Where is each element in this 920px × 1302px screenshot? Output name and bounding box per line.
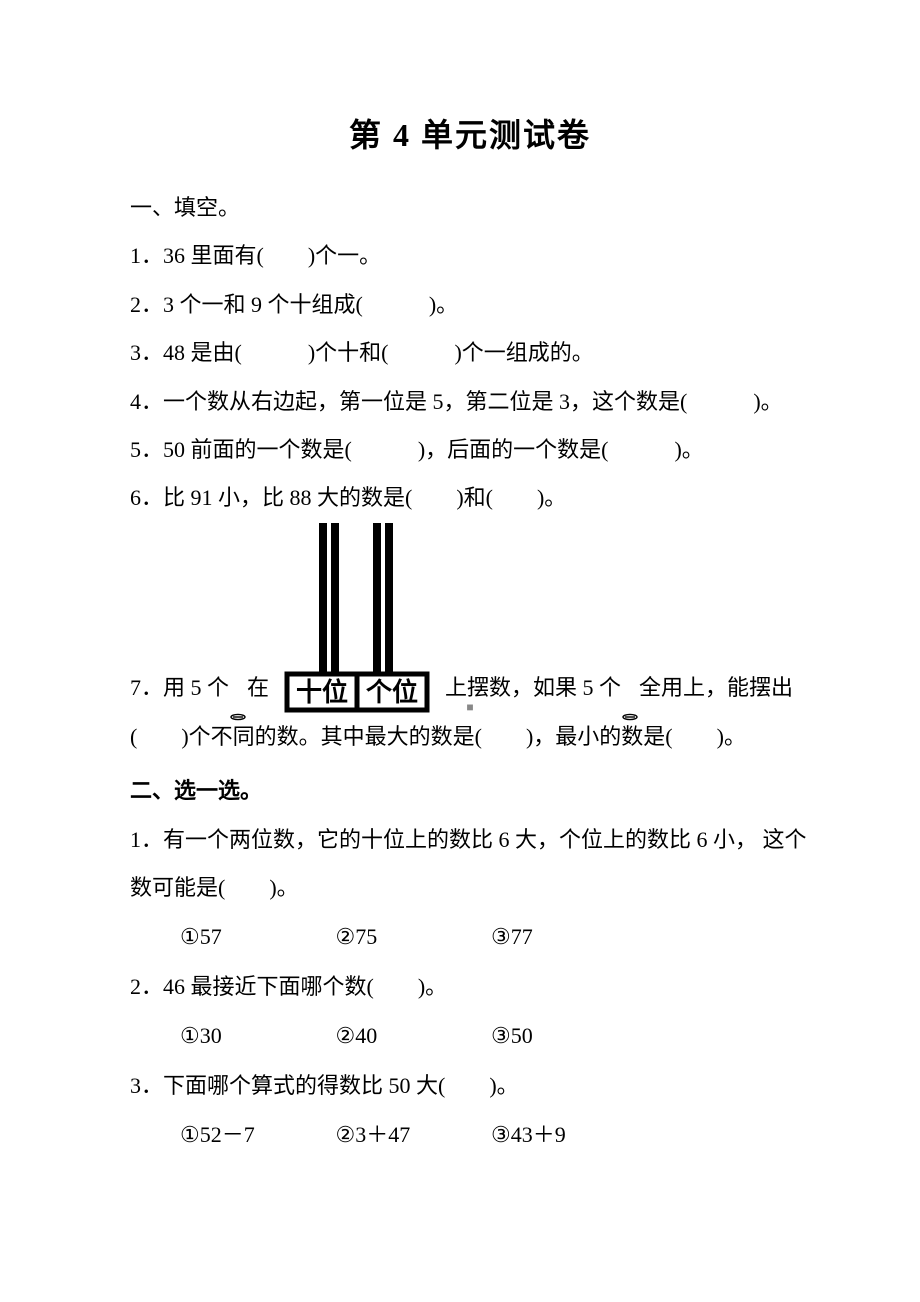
s2-q3-options: ①52－7 ②3＋47 ③43＋9 (130, 1110, 810, 1161)
s2-q2-options: ①30 ②40 ③50 (130, 1011, 810, 1062)
s2-q3-opt-a: ①52－7 (180, 1110, 330, 1161)
s2-q3: 3．下面哪个算式的得数比 50 大( )。 (130, 1062, 810, 1110)
s2-q1: 1．有一个两位数，它的十位上的数比 6 大，个位上的数比 6 小， 这个数可能是… (130, 816, 810, 913)
svg-text:十位: 十位 (296, 677, 348, 707)
s2-q2-opt-b: ②40 (336, 1011, 486, 1062)
s2-q3-opt-b: ②3＋47 (336, 1110, 486, 1161)
q7-pre: 7．用 5 个 (130, 664, 229, 712)
q7-post2: 全用上，能摆出 (639, 664, 793, 712)
s2-q1-options: ①57 ②75 ③77 (130, 912, 810, 963)
q6: 6．比 91 小，比 88 大的数是( )和( )。 (130, 474, 810, 522)
q4: 4．一个数从右边起，第一位是 5，第二位是 3，这个数是( )。 (130, 378, 810, 426)
q3: 3．48 是由( )个十和( )个一组成的。 (130, 329, 810, 377)
s2-q1-opt-a: ①57 (180, 912, 330, 963)
section-2-header: 二、选一选。 (130, 767, 810, 815)
q1: 1．36 里面有( )个一。 (130, 232, 810, 280)
s2-q2-opt-a: ①30 (180, 1011, 330, 1062)
s2-q2: 2．46 最接近下面哪个数( )。 (130, 963, 810, 1011)
q7-line1: 7．用 5 个 在 十位 个位 上摆数，如果 5 个 全用上，能摆出 (130, 523, 810, 713)
page-title: 第 4 单元测试卷 (130, 110, 810, 156)
q5: 5．50 前面的一个数是( )，后面的一个数是( )。 (130, 426, 810, 474)
s2-q3-opt-c: ③43＋9 (491, 1110, 641, 1161)
counter-icon (229, 705, 247, 713)
s2-q1-opt-b: ②75 (336, 912, 486, 963)
s2-q1-opt-c: ③77 (491, 912, 641, 963)
place-value-diagram: 十位 个位 (277, 523, 437, 713)
q2: 2．3 个一和 9 个十组成( )。 (130, 281, 810, 329)
q7-mid: 在 (247, 664, 269, 712)
svg-text:个位: 个位 (366, 677, 418, 707)
s2-q2-opt-c: ③50 (491, 1011, 641, 1062)
section-1-header: 一、填空。 (130, 184, 810, 232)
counter-icon (621, 705, 639, 713)
